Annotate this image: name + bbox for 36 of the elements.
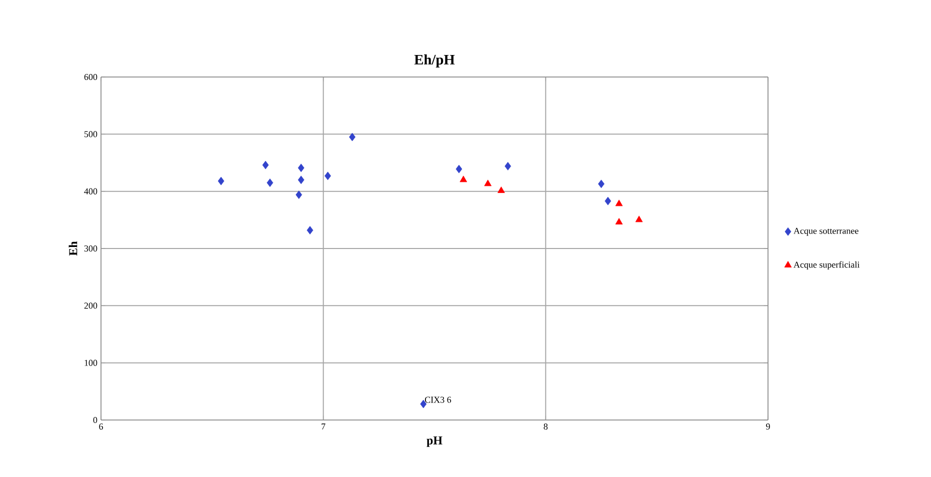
x-tick-label: 9 (766, 424, 770, 430)
annotation: CIX3 6 (424, 396, 452, 403)
point (598, 180, 604, 188)
x-tick-label: 8 (544, 424, 548, 430)
y-tick-label: 200 (84, 302, 98, 309)
point (266, 178, 274, 187)
y-tick-label: 400 (84, 188, 98, 194)
point (635, 216, 643, 222)
point (324, 172, 331, 180)
y-tick-label: 600 (84, 74, 98, 80)
point (298, 164, 304, 172)
y-tick-label: 100 (84, 360, 98, 366)
y-tick-label: 0 (93, 416, 98, 424)
point (218, 176, 224, 186)
point (498, 186, 505, 193)
point (504, 162, 512, 170)
x-tick-label: 6 (99, 424, 103, 430)
legend-label: Acque sotterranee (794, 228, 858, 236)
point (615, 218, 623, 224)
point (262, 160, 269, 170)
point (298, 176, 304, 184)
point (615, 200, 623, 206)
x-tick-label: 7 (322, 424, 326, 430)
legend-label: Acque superficiali (794, 261, 860, 270)
point (296, 190, 302, 199)
point (484, 180, 492, 186)
point (460, 176, 468, 182)
point (349, 132, 356, 142)
x-axis-title: pH (426, 436, 442, 447)
point (604, 196, 612, 206)
point (456, 164, 462, 174)
y-axis-title: Eh (68, 241, 78, 256)
point (306, 226, 314, 234)
y-tick-label: 500 (84, 131, 98, 138)
chart-title: Eh/pH (414, 54, 455, 68)
y-tick-label: 300 (84, 245, 98, 252)
